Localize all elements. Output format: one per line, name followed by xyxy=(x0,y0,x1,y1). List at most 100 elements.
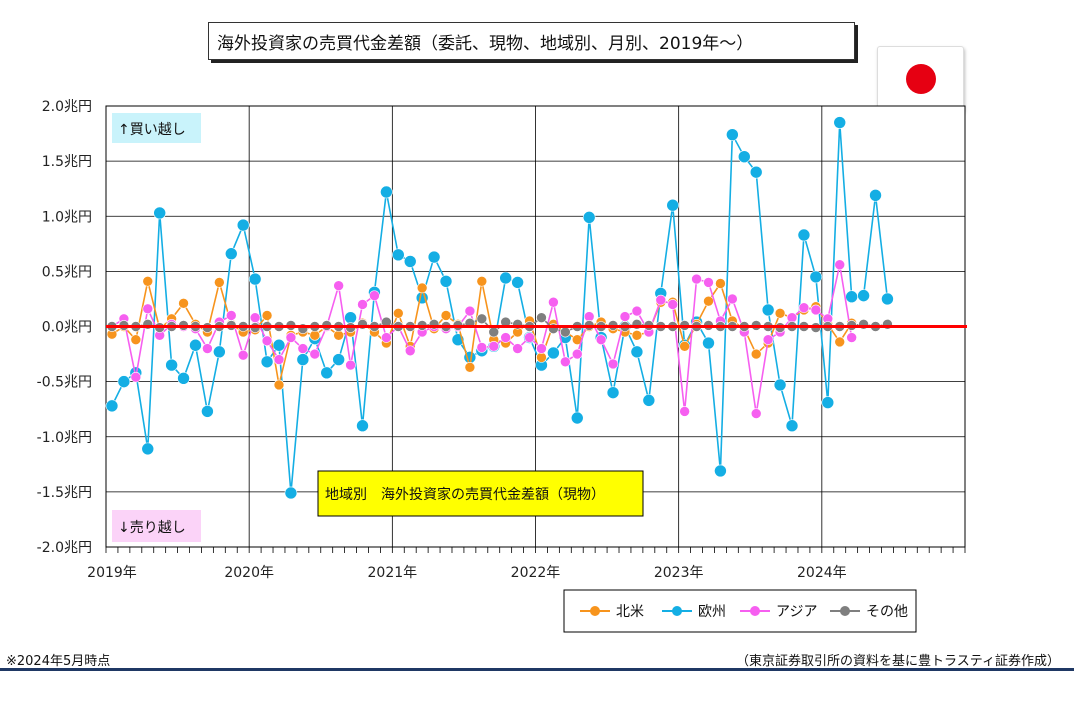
data-point-2 xyxy=(381,332,392,343)
data-point-1 xyxy=(797,228,811,242)
data-point-2 xyxy=(536,343,547,354)
data-point-1 xyxy=(260,355,274,369)
data-point-2 xyxy=(512,343,523,354)
data-point-2 xyxy=(464,305,476,317)
sell-label-box xyxy=(112,510,201,542)
data-point-2 xyxy=(727,293,738,305)
data-point-1 xyxy=(296,353,310,366)
data-point-1 xyxy=(809,270,823,284)
chart-title: 海外投資家の売買代金差額（委託、現物、地域別、月別、2019年～） xyxy=(208,22,855,60)
x-year-label: 2020年 xyxy=(224,565,274,581)
x-year-label: 2024年 xyxy=(797,565,847,581)
data-point-1 xyxy=(630,345,644,359)
data-point-2 xyxy=(202,343,213,354)
data-point-1 xyxy=(714,464,727,478)
data-point-1 xyxy=(881,292,894,306)
data-point-1 xyxy=(642,394,656,407)
data-point-0 xyxy=(679,341,690,352)
data-point-2 xyxy=(488,341,500,352)
sell-label: ↓売り越し xyxy=(118,520,186,536)
data-point-1 xyxy=(702,336,715,350)
legend-label-2: アジア xyxy=(776,604,817,620)
data-point-0 xyxy=(261,310,273,321)
data-point-2 xyxy=(237,349,249,361)
data-point-2 xyxy=(595,334,607,346)
data-point-2 xyxy=(309,348,321,360)
data-point-2 xyxy=(667,299,679,310)
y-tick-label: -1.0兆円 xyxy=(37,430,92,446)
data-point-2 xyxy=(583,311,595,322)
data-point-1 xyxy=(499,271,512,285)
data-point-1 xyxy=(391,248,405,262)
data-point-2 xyxy=(500,332,511,343)
data-point-1 xyxy=(105,399,119,413)
caption-label: 地域別 海外投資家の売買代金差額（現物） xyxy=(325,486,605,503)
data-point-1 xyxy=(248,272,262,286)
bottom-rule xyxy=(0,668,1074,671)
data-point-2 xyxy=(548,296,559,308)
data-point-1 xyxy=(511,276,524,289)
data-point-3 xyxy=(560,326,571,338)
data-point-2 xyxy=(369,290,380,301)
data-point-2 xyxy=(225,310,237,321)
data-point-2 xyxy=(560,356,571,368)
legend-marker-1 xyxy=(672,606,682,616)
data-point-2 xyxy=(524,332,535,343)
y-tick-label: 1.5兆円 xyxy=(42,154,92,170)
y-tick-label: -0.5兆円 xyxy=(37,375,92,391)
data-point-1 xyxy=(869,189,882,202)
data-point-0 xyxy=(142,275,154,287)
data-point-2 xyxy=(285,332,297,343)
data-point-1 xyxy=(749,165,763,179)
data-point-1 xyxy=(117,375,131,388)
japan-flag-icon xyxy=(877,46,964,112)
data-point-2 xyxy=(273,354,285,365)
data-point-0 xyxy=(333,330,344,341)
data-point-0 xyxy=(750,348,762,360)
data-point-1 xyxy=(213,345,226,359)
data-point-0 xyxy=(476,275,488,287)
data-point-1 xyxy=(320,366,334,380)
buy-label: ↑買い越し xyxy=(118,122,186,138)
data-point-2 xyxy=(404,345,416,357)
data-point-1 xyxy=(284,486,298,500)
data-point-1 xyxy=(726,128,739,141)
data-point-1 xyxy=(439,274,453,288)
data-point-2 xyxy=(476,342,488,353)
data-point-2 xyxy=(786,312,798,323)
x-year-label: 2021年 xyxy=(368,565,418,581)
legend-label-3: その他 xyxy=(866,604,908,620)
data-point-1 xyxy=(165,358,178,372)
data-point-0 xyxy=(130,334,142,346)
caption-box xyxy=(317,470,644,517)
data-point-2 xyxy=(607,358,619,370)
data-point-1 xyxy=(224,247,238,261)
buy-label-box xyxy=(112,113,201,143)
data-point-2 xyxy=(130,371,142,383)
data-point-1 xyxy=(332,353,345,366)
data-point-2 xyxy=(846,332,857,343)
data-point-3 xyxy=(476,313,488,325)
footnote-date: ※2024年5月時点 xyxy=(6,654,111,669)
x-year-label: 2023年 xyxy=(654,565,704,581)
data-point-2 xyxy=(297,343,309,354)
data-point-0 xyxy=(273,379,285,391)
data-point-2 xyxy=(357,299,368,310)
data-point-2 xyxy=(345,359,356,371)
data-point-0 xyxy=(774,307,786,319)
data-point-0 xyxy=(392,307,404,319)
data-point-1 xyxy=(845,290,858,304)
y-tick-label: -2.0兆円 xyxy=(37,540,92,556)
data-point-1 xyxy=(773,378,787,392)
data-point-0 xyxy=(416,282,428,294)
data-point-1 xyxy=(153,206,166,220)
data-point-2 xyxy=(619,311,631,322)
data-point-1 xyxy=(570,411,584,425)
data-point-1 xyxy=(582,211,596,224)
data-point-1 xyxy=(189,338,202,352)
data-point-1 xyxy=(177,372,190,385)
data-point-2 xyxy=(249,312,261,323)
japan-flag-disc xyxy=(906,64,936,94)
data-point-0 xyxy=(309,330,321,341)
data-point-1 xyxy=(201,405,214,418)
